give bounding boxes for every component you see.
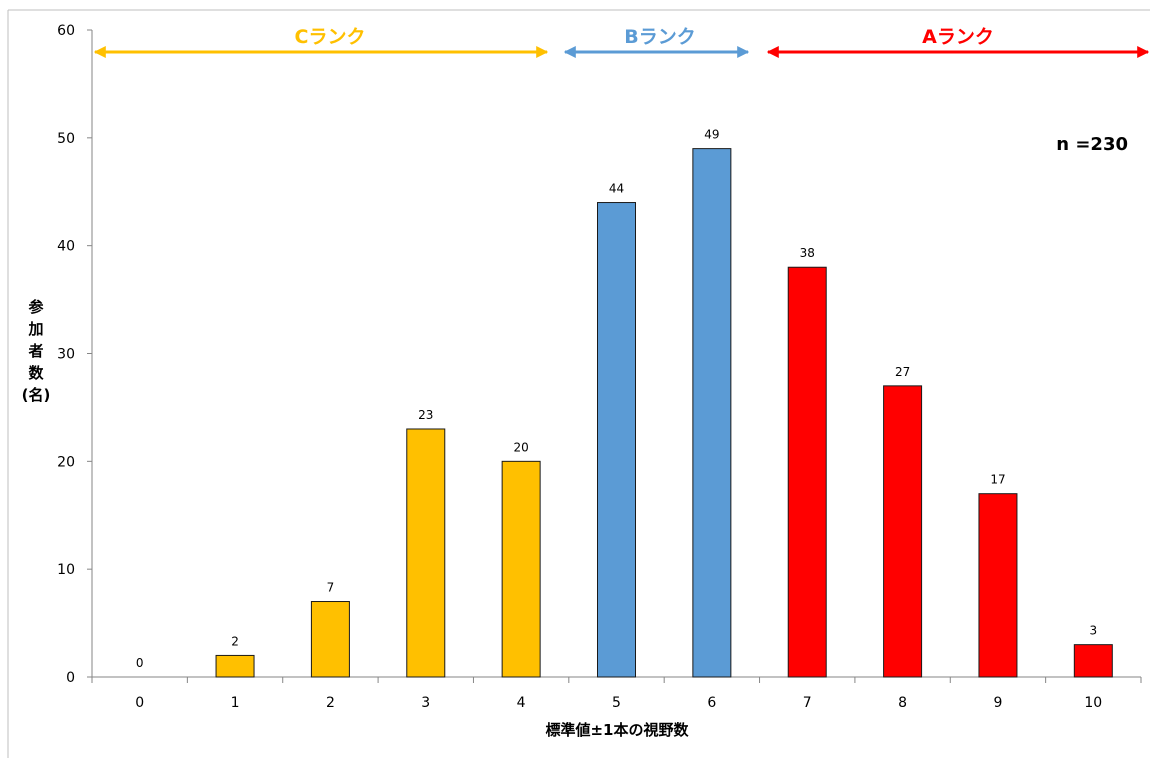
- sample-size-annotation: n =230: [1056, 134, 1128, 155]
- data-label: 44: [609, 182, 624, 196]
- x-tick-label: 4: [517, 695, 526, 711]
- y-axis-title-char: (名): [22, 386, 51, 404]
- bar-series: [215, 148, 1113, 678]
- bar: [310, 601, 350, 678]
- data-label: 23: [418, 408, 433, 422]
- y-tick-label: 40: [57, 239, 75, 255]
- bar: [787, 266, 827, 678]
- c-rank-label: Cランク: [295, 26, 366, 48]
- x-tick-label: 9: [993, 695, 1002, 711]
- x-tick-label: 5: [612, 695, 621, 711]
- x-axis-title: 標準値±1本の視野数: [545, 721, 689, 739]
- x-tick-label: 3: [421, 695, 430, 711]
- y-tick-label: 0: [66, 670, 75, 686]
- data-label: 20: [513, 440, 528, 454]
- y-axis-title-char: 加: [27, 320, 43, 338]
- y-tick-label: 50: [57, 131, 75, 147]
- bar: [883, 385, 923, 678]
- y-axis-ticks: 0 10 20 30 40 50 60: [57, 23, 92, 686]
- data-label: 17: [990, 473, 1005, 487]
- x-tick-label: 8: [898, 695, 907, 711]
- data-label: 3: [1089, 624, 1097, 638]
- data-label: 0: [136, 656, 144, 670]
- y-axis-title-char: 参: [28, 298, 44, 316]
- data-label: 27: [895, 365, 910, 379]
- x-tick-label: 10: [1084, 695, 1102, 711]
- bar: [597, 202, 636, 678]
- y-axis-title-char: 者: [28, 342, 43, 360]
- bar: [501, 460, 541, 678]
- y-axis-title-char: 数: [28, 364, 44, 382]
- data-label: 2: [231, 634, 239, 648]
- x-tick-label: 0: [135, 695, 144, 711]
- b-rank-label: Bランク: [624, 26, 695, 48]
- x-axis-ticks: 0 1 2 3 4 5 6 7 8 9 10: [91, 677, 1142, 711]
- x-tick-label: 1: [231, 695, 240, 711]
- data-label: 7: [327, 581, 335, 595]
- bar: [978, 493, 1018, 678]
- bar: [215, 654, 255, 678]
- data-label: 49: [704, 128, 719, 142]
- bar: [406, 428, 446, 678]
- y-tick-label: 60: [57, 23, 75, 39]
- x-tick-label: 2: [326, 695, 335, 711]
- a-rank-label: Aランク: [922, 26, 994, 48]
- y-tick-label: 10: [57, 562, 75, 578]
- bar: [692, 148, 732, 678]
- data-label: 38: [800, 246, 815, 260]
- x-tick-label: 6: [707, 695, 716, 711]
- x-tick-label: 7: [803, 695, 812, 711]
- y-tick-label: 30: [57, 347, 75, 363]
- bar: [1073, 644, 1113, 678]
- y-tick-label: 20: [57, 454, 75, 470]
